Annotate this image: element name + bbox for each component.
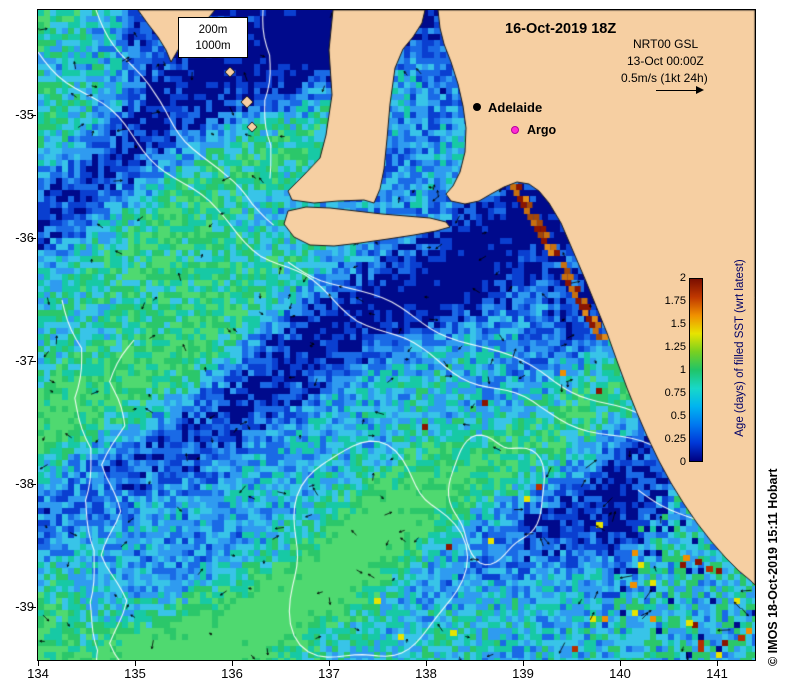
- colorbar-tick-label: 1: [679, 364, 686, 376]
- colorbar-tick-label: 1.75: [664, 295, 686, 307]
- y-axis-tick-mark: [31, 238, 36, 239]
- colorbar-tick-label: 0.5: [670, 410, 686, 422]
- y-axis-tick-mark: [31, 484, 36, 485]
- x-axis-tick-mark: [135, 661, 136, 666]
- colorbar-title: Age (days) of filled SST (wrt latest): [734, 259, 746, 437]
- x-axis-tick-label: 139: [512, 666, 534, 681]
- adelaide-marker-dot: [473, 103, 481, 111]
- product-label: NRT00 GSL: [633, 37, 699, 51]
- x-axis-tick-label: 140: [609, 666, 631, 681]
- argo-label: Argo: [527, 123, 557, 137]
- reference-time-label: 13-Oct 00:00Z: [627, 54, 704, 68]
- y-axis-tick-mark: [31, 115, 36, 116]
- vector-scale-label: 0.5m/s (1kt 24h): [621, 71, 708, 85]
- y-axis-tick-label: -36: [15, 230, 34, 245]
- colorbar-gradient: [689, 278, 703, 462]
- colorbar-tick-label: 1.25: [664, 341, 686, 353]
- x-axis-tick-label: 141: [706, 666, 728, 681]
- x-axis-tick-mark: [717, 661, 718, 666]
- colorbar-tick-label: 0: [679, 456, 686, 468]
- colorbar-tick-label: 2: [679, 272, 686, 284]
- x-axis-tick-label: 134: [27, 666, 49, 681]
- map-title: 16-Oct-2019 18Z: [505, 21, 617, 37]
- copyright-label: © IMOS 18-Oct-2019 15:11 Hobart: [766, 468, 780, 666]
- x-axis-tick-mark: [232, 661, 233, 666]
- y-axis-tick-mark: [31, 607, 36, 608]
- arrow-shaft: [656, 89, 697, 91]
- contour-legend-item-1000m: 1000m: [195, 40, 231, 52]
- x-axis-tick-label: 135: [124, 666, 146, 681]
- y-axis-tick-label: -35: [15, 107, 34, 122]
- x-axis-tick-label: 138: [415, 666, 437, 681]
- plot-frame: [37, 9, 756, 661]
- y-axis-tick-mark: [31, 361, 36, 362]
- contour-legend-box: 200m 1000m: [178, 17, 248, 58]
- x-axis-tick-mark: [38, 661, 39, 666]
- x-axis-tick-mark: [426, 661, 427, 666]
- x-axis-tick-mark: [620, 661, 621, 666]
- arrow-head: [696, 86, 704, 94]
- x-axis-tick-label: 136: [221, 666, 243, 681]
- x-axis-tick-mark: [329, 661, 330, 666]
- colorbar-tick-label: 0.25: [664, 433, 686, 445]
- y-axis-tick-label: -39: [15, 599, 34, 614]
- x-axis-tick-label: 137: [318, 666, 340, 681]
- argo-marker-dot: [511, 126, 519, 134]
- colorbar-tick-label: 1.5: [670, 318, 686, 330]
- y-axis-tick-label: -38: [15, 476, 34, 491]
- map-canvas: [38, 10, 755, 660]
- contour-legend-item-200m: 200m: [198, 24, 228, 36]
- colorbar-tick-label: 0.75: [664, 387, 686, 399]
- vector-scale-arrow-icon: [656, 86, 704, 95]
- x-axis-tick-mark: [523, 661, 524, 666]
- y-axis-tick-label: -37: [15, 353, 34, 368]
- adelaide-label: Adelaide: [488, 100, 543, 115]
